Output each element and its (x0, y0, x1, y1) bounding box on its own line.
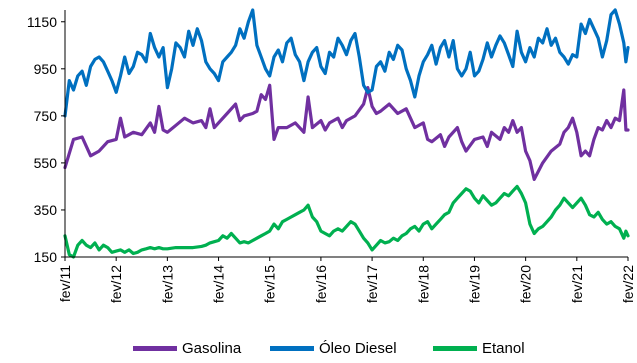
y-tick-label: 150 (34, 249, 58, 265)
legend-label: Óleo Diesel (319, 340, 397, 357)
x-tick-label: fev/16 (313, 265, 329, 303)
x-tick-label: fev/20 (518, 265, 534, 303)
x-tick-label: fev/21 (569, 265, 585, 303)
x-axis: fev/11 fev/12 fev/13 fev/14 fev/15 fev/16 fev/… (57, 256, 636, 303)
y-tick-label: 750 (34, 108, 58, 124)
y-tick-label: 1150 (27, 14, 57, 30)
x-tick-label: fev/15 (262, 265, 278, 303)
series-line-gasolina (63, 83, 630, 181)
x-tick-label: fev/22 (620, 265, 636, 303)
legend: Gasolina Óleo Diesel Etanol (0, 340, 637, 362)
legend-label: Etanol (482, 340, 525, 357)
x-tick-label: fev/13 (159, 265, 175, 303)
y-axis: 150 350 550 750 950 1150 (27, 10, 66, 265)
legend-item: Gasolina (133, 340, 241, 357)
legend-item: Óleo Diesel (270, 340, 397, 357)
x-tick-label: fev/17 (364, 265, 380, 303)
legend-swatch (133, 346, 177, 351)
plot-area (63, 8, 630, 259)
x-tick-label: fev/14 (211, 265, 227, 303)
y-tick-label: 550 (34, 155, 58, 171)
legend-swatch (433, 346, 477, 351)
x-tick-label: fev/11 (57, 265, 73, 302)
x-tick-label: fev/18 (415, 265, 431, 303)
y-tick-label: 350 (34, 202, 58, 218)
series-line--leo-diesel (63, 8, 630, 118)
y-tick-label: 950 (34, 61, 58, 77)
legend-label: Gasolina (182, 340, 242, 357)
x-tick-label: fev/12 (108, 265, 124, 303)
legend-item: Etanol (433, 340, 525, 357)
x-tick-label: fev/19 (466, 265, 482, 303)
series-line-etanol (63, 184, 630, 259)
legend-swatch (270, 346, 314, 351)
